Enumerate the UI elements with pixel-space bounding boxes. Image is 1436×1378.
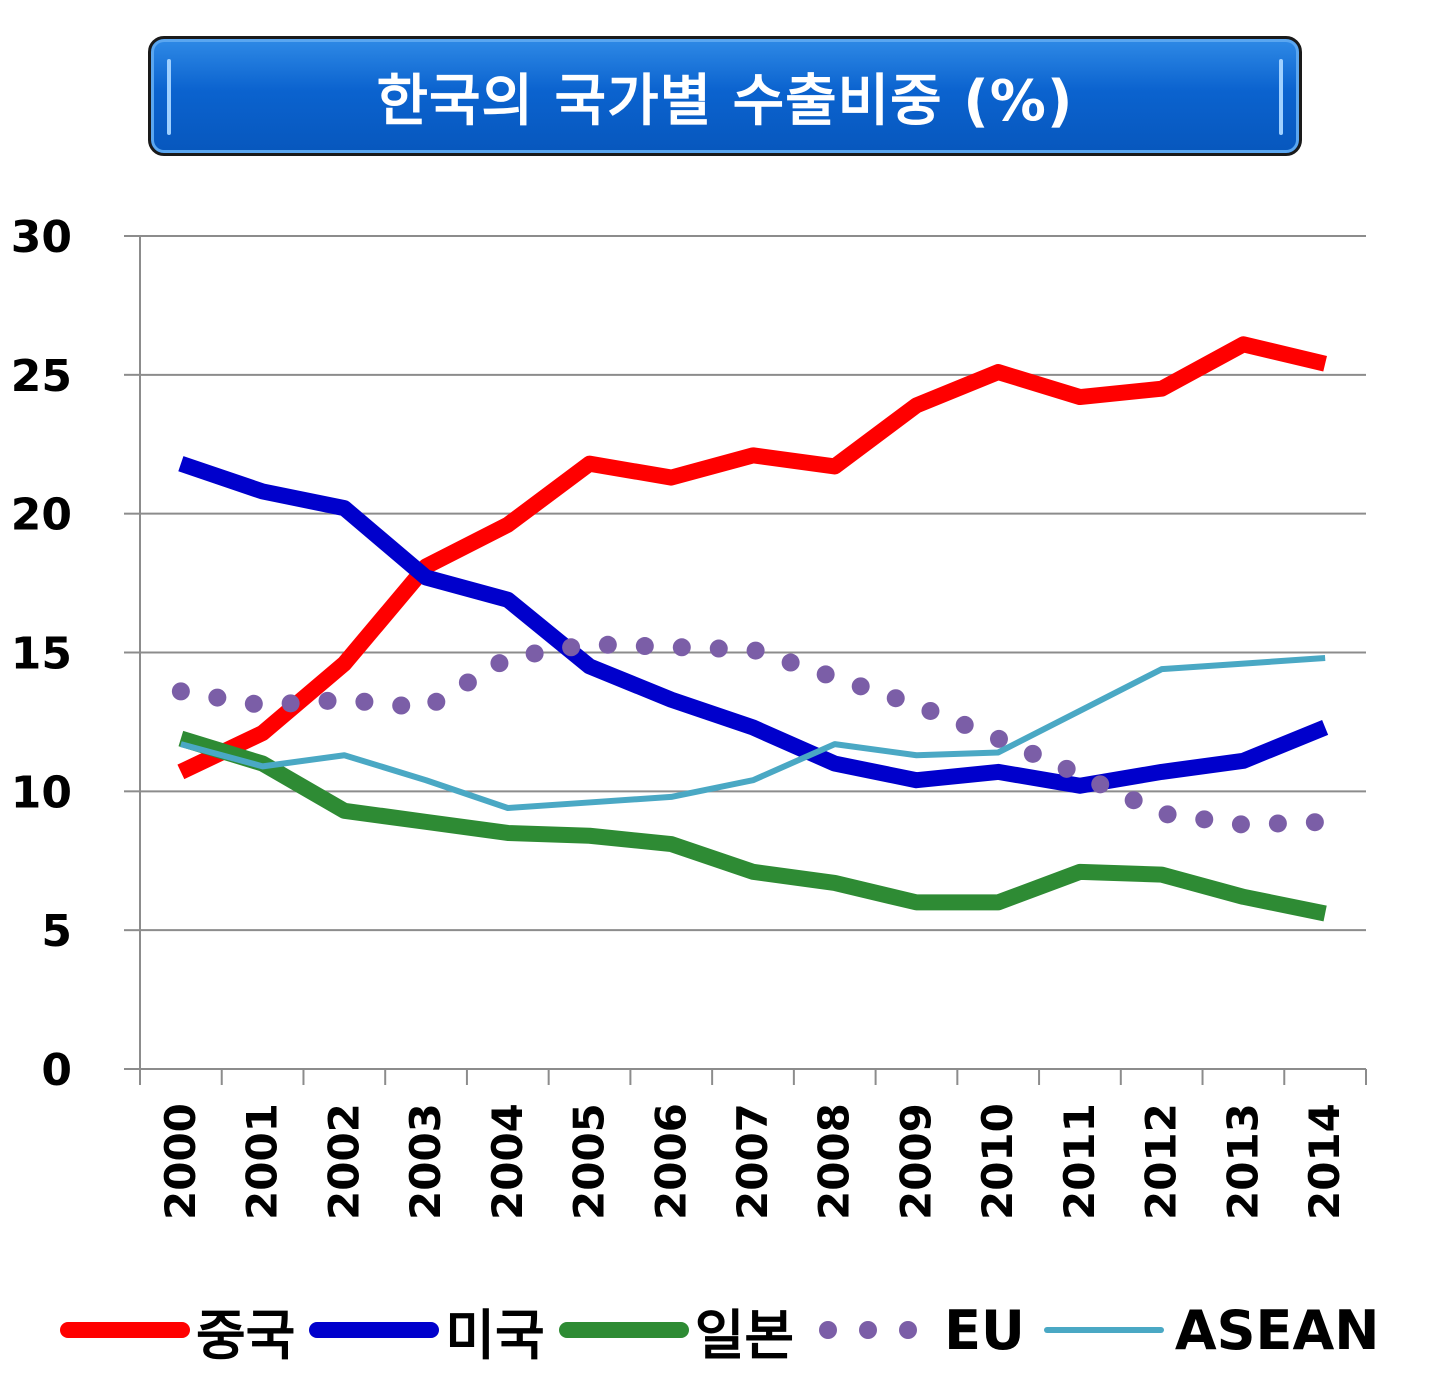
legend-swatch [309, 1322, 440, 1338]
eu-dot [989, 729, 1008, 748]
eu-dot [427, 692, 446, 711]
x-tick-label: 2009 [891, 1103, 940, 1220]
eu-dot [921, 701, 940, 720]
eu-dot [1124, 791, 1143, 810]
eu-dot [598, 635, 617, 654]
x-tick-label: 2003 [401, 1103, 450, 1220]
legend-swatch [1043, 1327, 1164, 1333]
eu-dot [208, 688, 227, 707]
legend-item: ASEAN [1039, 1298, 1380, 1362]
x-tick-label: 2000 [156, 1103, 205, 1220]
x-tick-label: 2014 [1300, 1103, 1349, 1220]
x-tick-label: 2011 [1055, 1103, 1104, 1220]
x-tick-label: 2004 [483, 1103, 532, 1220]
eu-dot [1231, 815, 1250, 834]
eu-dot [816, 665, 835, 684]
x-tick-label: 2002 [319, 1103, 368, 1220]
eu-dot [1268, 814, 1287, 833]
eu-dot [886, 689, 905, 708]
x-tick-label: 2005 [565, 1103, 614, 1220]
eu-dot [281, 694, 300, 713]
series-eu [171, 635, 1324, 834]
chart-title: 한국의 국가별 수출비중 (%) [376, 68, 1074, 134]
series-line-2 [178, 730, 1327, 922]
y-tick-label: 5 [41, 906, 72, 957]
chart-title-banner: 한국의 국가별 수출비중 (%) [148, 36, 1302, 156]
eu-dot [244, 694, 263, 713]
eu-dot [562, 638, 581, 657]
eu-dot [458, 673, 477, 692]
legend-item: 미국 [309, 1291, 545, 1370]
eu-dot [1305, 813, 1324, 832]
legend-label: 일본 [694, 1303, 795, 1367]
series-line-4 [180, 655, 1326, 811]
legend-item: 일본 [558, 1291, 795, 1370]
eu-dot [851, 677, 870, 696]
legend-item: 중국 [60, 1291, 295, 1370]
eu-dot [1057, 759, 1076, 778]
y-tick-label: 0 [41, 1045, 72, 1096]
series-line-1 [178, 456, 1329, 794]
x-tick-label: 2006 [646, 1103, 695, 1220]
eu-dot [672, 638, 691, 657]
x-tick-label: 2013 [1218, 1103, 1267, 1220]
eu-dot [1195, 810, 1214, 829]
y-tick-label: 30 [11, 212, 72, 263]
x-tick-label: 2007 [728, 1103, 777, 1220]
y-tick-label: 15 [11, 629, 72, 680]
legend-label: EU [944, 1298, 1025, 1362]
eu-dot [490, 654, 509, 673]
legend-swatch [819, 1321, 918, 1339]
eu-dot [635, 637, 654, 656]
eu-dot [392, 696, 411, 715]
legend-item: EU [808, 1299, 1025, 1362]
y-tick-label: 25 [11, 351, 72, 402]
eu-dot [525, 644, 544, 663]
eu-dot [318, 691, 337, 710]
x-tick-label: 2001 [238, 1103, 287, 1220]
eu-dot [781, 653, 800, 672]
legend-swatch [60, 1322, 190, 1338]
axes: 0 5 10 15 20 25 30 2000 2001 2002 2003 2004 2005 2006… [11, 212, 1367, 1220]
eu-dot [1091, 775, 1110, 794]
line-chart: 0 5 10 15 20 25 30 2000 2001 2002 2003 2004 2005 2006… [11, 212, 1367, 1220]
x-tick-label: 2012 [1137, 1103, 1186, 1220]
y-tick-label: 10 [11, 767, 72, 818]
x-tick-label: 2010 [973, 1103, 1022, 1220]
series-lines [171, 336, 1329, 922]
y-tick-label: 20 [11, 490, 72, 541]
legend-label: ASEAN [1174, 1298, 1380, 1362]
legend-swatch [558, 1322, 689, 1338]
eu-dot [709, 639, 728, 658]
legend-label: 중국 [196, 1303, 296, 1367]
x-tick-label: 2008 [810, 1103, 859, 1220]
legend: 중국 미국 일본 EU ASEAN [60, 1290, 1390, 1370]
gridlines [140, 235, 1366, 932]
eu-dot [746, 641, 765, 660]
eu-dot [171, 682, 190, 701]
series-line-0 [177, 336, 1327, 780]
eu-dot [1158, 805, 1177, 824]
eu-dot [355, 692, 374, 711]
eu-dot [955, 715, 974, 734]
legend-label: 미국 [445, 1303, 545, 1367]
eu-dot [1023, 744, 1042, 763]
